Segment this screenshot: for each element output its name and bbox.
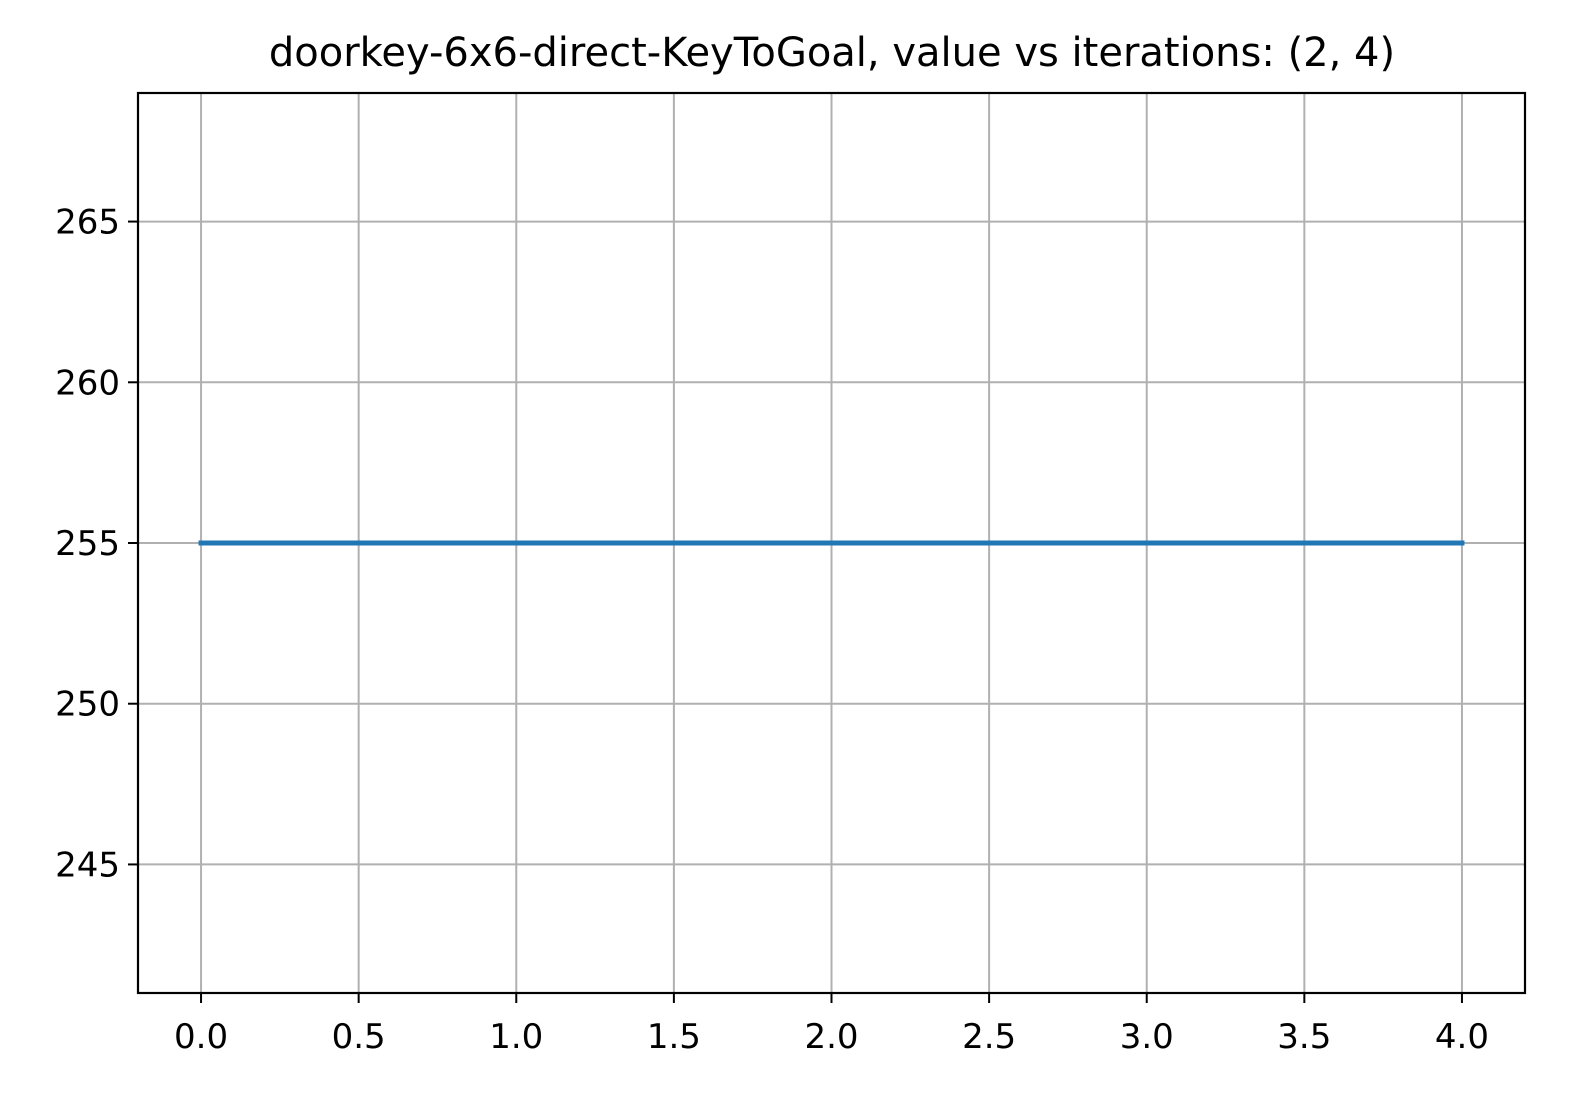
y-tick-label: 255 bbox=[55, 524, 120, 564]
x-tick-label: 0.0 bbox=[174, 1017, 228, 1057]
y-tick-label: 265 bbox=[55, 203, 120, 243]
x-tick-label: 2.0 bbox=[804, 1017, 858, 1057]
x-tick-label: 4.0 bbox=[1435, 1017, 1489, 1057]
y-tick-label: 250 bbox=[55, 685, 120, 725]
y-tick-label: 245 bbox=[55, 845, 120, 885]
chart-title: doorkey-6x6-direct-KeyToGoal, value vs i… bbox=[269, 30, 1395, 76]
x-tick-label: 3.5 bbox=[1277, 1017, 1331, 1057]
ticks-layer: 0.0 0.5 1.0 1.5 2.0 2.5 3.0 3.5 4.0 245 250 255 260 2… bbox=[55, 203, 1489, 1057]
x-tick-label: 0.5 bbox=[332, 1017, 386, 1057]
y-tick-label: 260 bbox=[55, 363, 120, 403]
x-tick-label: 1.0 bbox=[489, 1017, 543, 1057]
x-tick-label: 3.0 bbox=[1120, 1017, 1174, 1057]
x-tick-label: 2.5 bbox=[962, 1017, 1016, 1057]
x-tick-label: 1.5 bbox=[647, 1017, 701, 1057]
